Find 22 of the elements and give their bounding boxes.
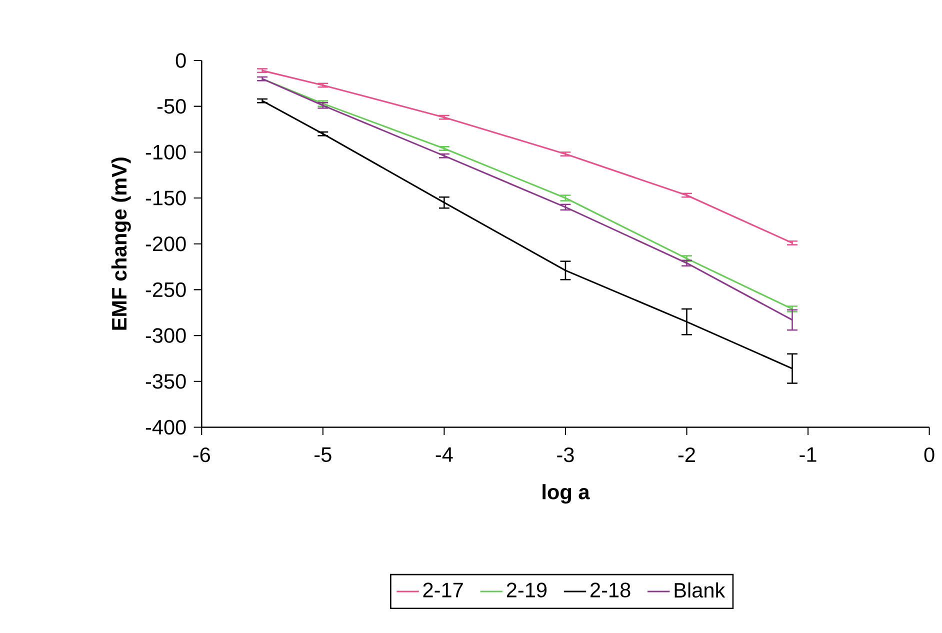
x-tick-label: 0 bbox=[924, 447, 934, 462]
x-tick-label: -1 bbox=[800, 447, 816, 462]
x-tick-label: -6 bbox=[193, 447, 210, 462]
legend-label: 2-18 bbox=[590, 582, 630, 598]
x-tick-label: -4 bbox=[436, 447, 453, 462]
y-axis-title: EMF change (mV) bbox=[111, 158, 131, 330]
legend-label: 2-17 bbox=[423, 582, 463, 598]
y-tick-label: -50 bbox=[157, 98, 186, 114]
y-tick-label: 0 bbox=[176, 53, 186, 68]
y-tick-label: -300 bbox=[146, 328, 186, 343]
y-tick-label: -250 bbox=[146, 282, 186, 298]
x-axis-title: log a bbox=[542, 484, 590, 504]
y-tick-label: -150 bbox=[146, 190, 186, 206]
x-tick-label: -3 bbox=[557, 447, 574, 462]
legend-label: 2-19 bbox=[506, 582, 547, 598]
y-tick-label: -350 bbox=[146, 374, 186, 389]
x-tick-label: -5 bbox=[314, 447, 332, 462]
y-tick-label: -400 bbox=[146, 420, 186, 435]
y-tick-label: -100 bbox=[146, 144, 186, 160]
y-tick-label: -200 bbox=[146, 236, 186, 252]
legend-label: Blank bbox=[674, 582, 726, 598]
x-tick-label: -2 bbox=[678, 447, 695, 462]
